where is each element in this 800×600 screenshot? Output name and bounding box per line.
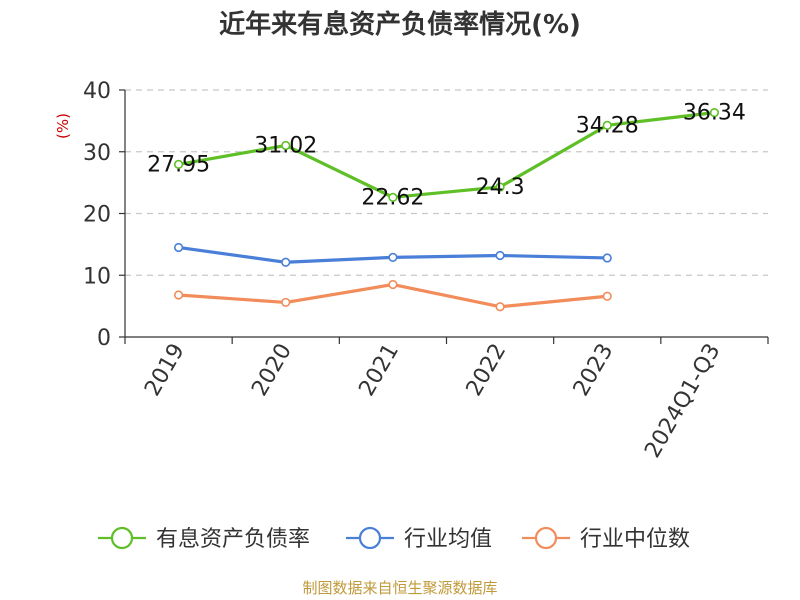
data-label: 27.95 — [147, 152, 210, 177]
data-labels: 27.95 31.02 22.62 24.3 34.28 36.34 — [147, 101, 746, 211]
data-point — [388, 192, 398, 202]
y-tick-label: 40 — [83, 79, 111, 104]
x-tick-label: 2019 — [140, 340, 190, 401]
data-label: 36.34 — [683, 101, 746, 126]
source-note: 制图数据来自恒生聚源数据库 — [302, 579, 497, 597]
data-point — [281, 297, 291, 308]
data-point — [495, 250, 505, 261]
data-point — [602, 291, 612, 301]
data-point — [281, 140, 291, 151]
legend: 有息资产负债率 行业均值 行业中位数 — [98, 526, 690, 552]
axes: 0 10 20 30 40 2019 2020 2021 2022 2023 2024Q1-Q3 — [83, 79, 769, 463]
data-point — [602, 253, 612, 263]
data-point — [173, 159, 184, 170]
y-axis-unit-label: (%) — [54, 113, 72, 139]
data-label: 22.62 — [361, 185, 424, 210]
gridlines — [125, 89, 768, 276]
x-tick-label: 2020 — [247, 340, 297, 401]
x-tick-label: 2021 — [354, 340, 404, 401]
chart-title: 近年来有息资产负债率情况(%) — [219, 9, 581, 40]
legend-label: 行业中位数 — [580, 527, 690, 552]
series-lines — [173, 108, 720, 312]
x-tick-label: 2024Q1-Q3 — [640, 340, 725, 463]
legend-label: 有息资产负债率 — [156, 527, 310, 552]
data-label: 31.02 — [254, 133, 317, 158]
data-point — [281, 257, 291, 267]
data-point — [709, 108, 720, 118]
data-point — [173, 290, 184, 300]
data-point — [388, 252, 398, 262]
data-point — [495, 302, 505, 312]
y-tick-label: 0 — [97, 326, 111, 351]
data-point — [602, 120, 612, 130]
data-label: 34.28 — [576, 113, 639, 138]
y-tick-label: 10 — [83, 264, 111, 289]
data-point — [173, 242, 184, 253]
legend-label: 行业均值 — [404, 527, 492, 552]
data-point — [388, 279, 398, 290]
data-point — [495, 182, 505, 192]
y-tick-label: 30 — [83, 141, 111, 166]
legend-marker-icon — [110, 526, 134, 550]
legend-marker-icon — [358, 526, 382, 550]
series-line — [178, 111, 715, 199]
x-tick-label: 2022 — [462, 340, 512, 401]
x-tick-label: 2023 — [569, 340, 619, 401]
data-label: 24.3 — [476, 175, 525, 200]
legend-marker-icon — [534, 526, 558, 550]
y-tick-label: 20 — [83, 203, 111, 228]
